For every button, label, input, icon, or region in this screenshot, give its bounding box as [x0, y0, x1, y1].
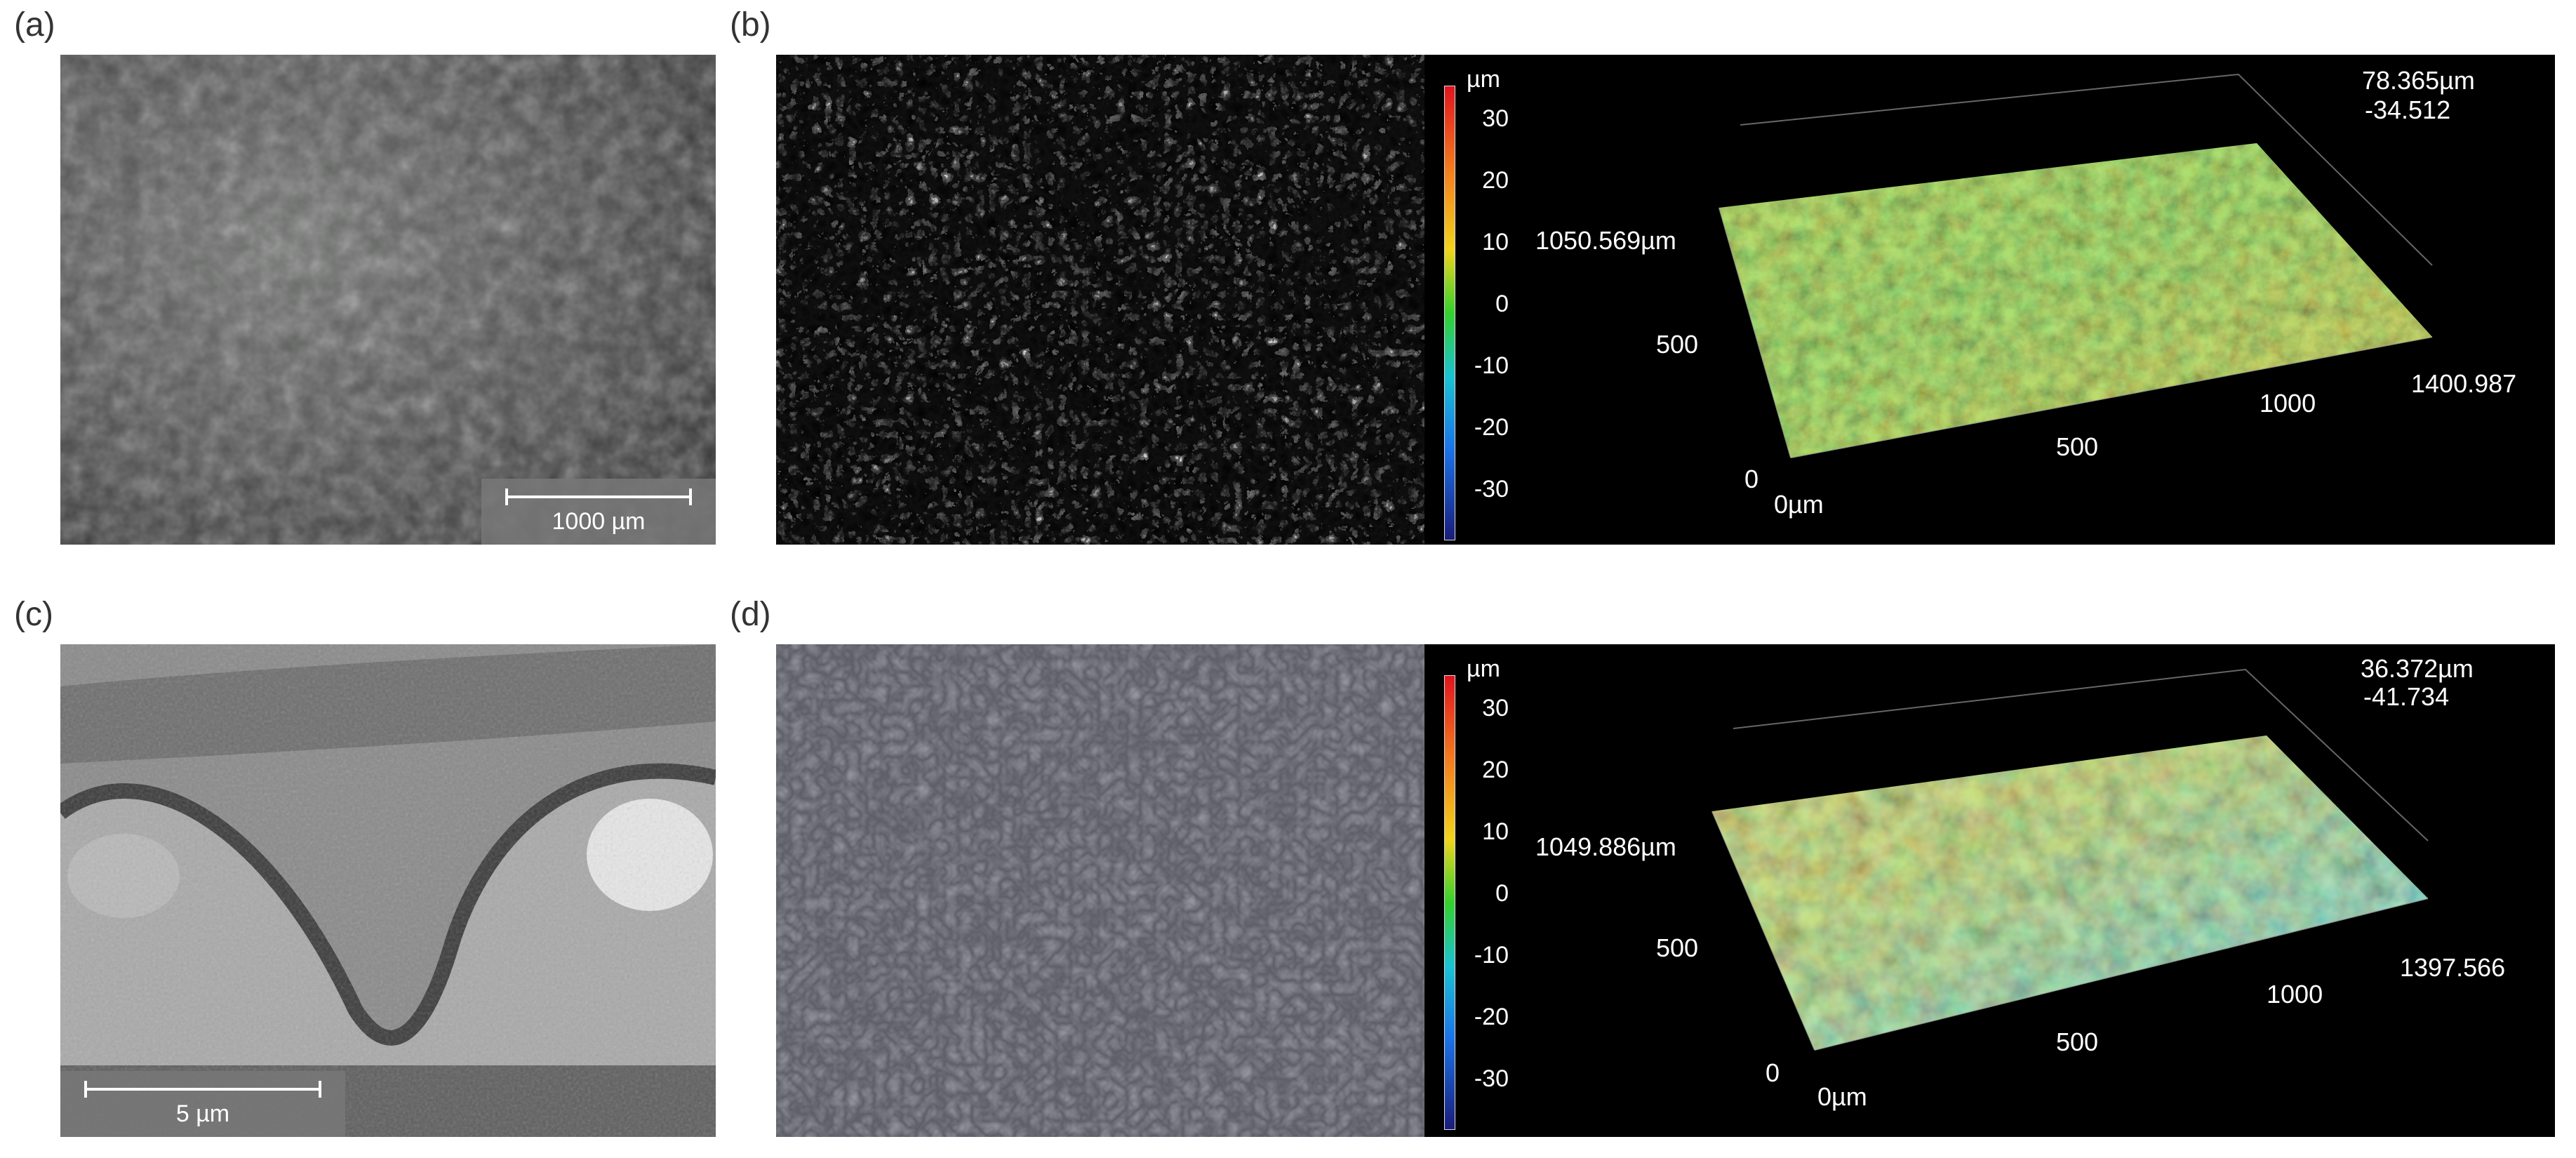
panel-b-surface	[1719, 73, 2433, 458]
panel-b-z-min: -34.512	[2365, 95, 2451, 124]
panel-d-origin-x: 0µm	[1817, 1082, 1867, 1111]
panel-d-origin-y: 0	[1766, 1058, 1780, 1087]
panel-b-origin-y: 0	[1744, 465, 1759, 493]
panel-a-label: (a)	[14, 6, 55, 44]
panel-a-scalebar: 1000 µm	[481, 479, 716, 545]
panel-d-cb-tick: -30	[1474, 1065, 1509, 1092]
panel-d-colorbar	[1444, 675, 1455, 1130]
panel-c-sem-image: 5 µm	[60, 644, 716, 1137]
panel-b-cb-tick: 20	[1482, 167, 1509, 194]
panel-d-cb-tick: 10	[1482, 818, 1509, 845]
panel-c-scalebar-label: 5 µm	[175, 1100, 230, 1127]
panel-b-cb-tick: 10	[1482, 229, 1509, 255]
panel-d-y-mid: 500	[1656, 933, 1699, 962]
panel-b-cb-tick: -20	[1474, 414, 1509, 441]
panel-b-cb-tick: 30	[1482, 105, 1509, 132]
panel-b-cb-tick: -10	[1474, 352, 1509, 379]
panel-d-y-extent: 1049.886µm	[1535, 832, 1676, 861]
panel-d-x-mid: 500	[2056, 1027, 2099, 1056]
panel-a-micrograph: 1000 µm	[60, 55, 716, 545]
panel-d-cb-tick: -10	[1474, 942, 1509, 969]
panel-c-scalebar: 5 µm	[60, 1071, 345, 1137]
panel-b-optical-image	[776, 55, 1424, 545]
panel-b-label: (b)	[730, 6, 771, 44]
panel-c-label: (c)	[14, 596, 53, 633]
panel-b-y-extent: 1050.569µm	[1535, 226, 1676, 255]
panel-b-x-extent: 1400.987	[2411, 369, 2517, 398]
panel-d-colorbar-unit: µm	[1467, 655, 1500, 682]
panel-d-cb-tick: 0	[1495, 880, 1509, 907]
panel-b-colorbar-unit: µm	[1467, 66, 1500, 93]
panel-d-cb-tick: 20	[1482, 757, 1509, 783]
panel-b-x-1000: 1000	[2260, 389, 2316, 418]
panel-b-cb-tick: 0	[1495, 291, 1509, 317]
panel-d-cb-tick: 30	[1482, 695, 1509, 721]
panel-d-3d-view: µm 30 20 10 0 -10 -20 -30 36.372µm -41.7…	[1424, 644, 2555, 1137]
panel-d-label: (d)	[730, 596, 771, 633]
panel-d-optical-image	[776, 644, 1424, 1137]
panel-a-scalebar-label: 1000 µm	[552, 508, 646, 535]
panel-b-x-mid: 500	[2056, 432, 2099, 461]
panel-b-colorbar	[1444, 86, 1455, 540]
panel-d-x-1000: 1000	[2267, 980, 2323, 1009]
panel-d-surface	[1711, 668, 2429, 1051]
panel-b-origin-x: 0µm	[1774, 490, 1824, 519]
panel-b-z-max: 78.365µm	[2362, 66, 2475, 95]
panel-b-cb-tick: -30	[1474, 476, 1509, 503]
panel-d-z-max: 36.372µm	[2361, 654, 2474, 683]
panel-d-x-extent: 1397.566	[2400, 953, 2506, 982]
panel-b-3d-view: µm 30 20 10 0 -10 -20 -30 78.365µm -34.5…	[1424, 55, 2555, 545]
panel-b-y-mid: 500	[1656, 330, 1699, 359]
panel-d-z-min: -41.734	[2363, 682, 2450, 711]
panel-d-cb-tick: -20	[1474, 1004, 1509, 1030]
